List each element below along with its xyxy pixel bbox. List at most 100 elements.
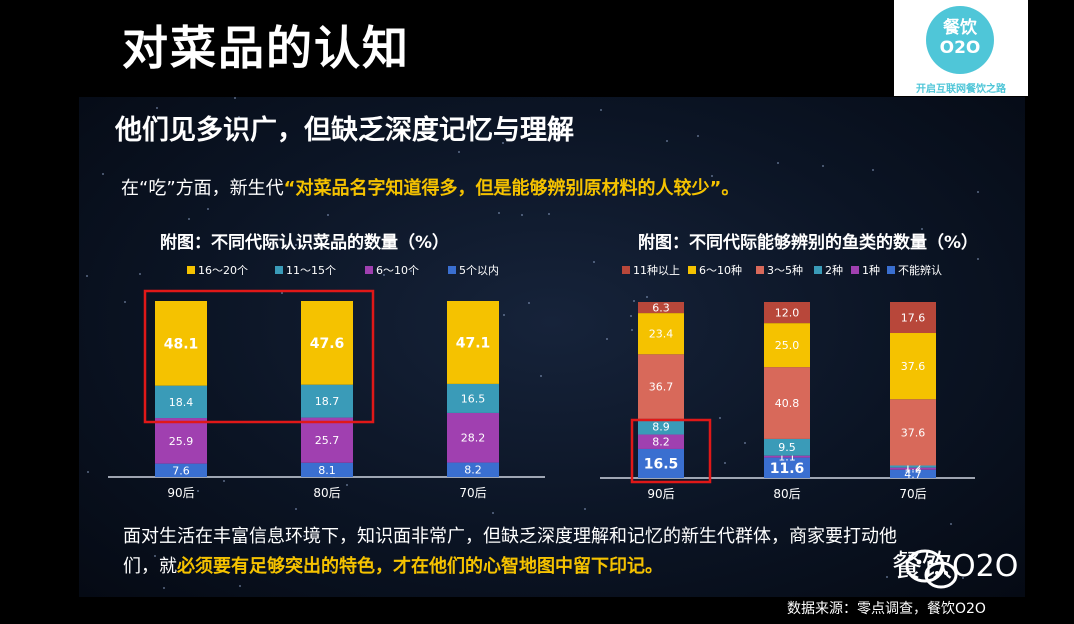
background-star bbox=[239, 584, 242, 587]
wechat-watermark: 餐饮O2O bbox=[892, 549, 1019, 584]
chart2-bar-segment bbox=[638, 434, 684, 449]
background-star bbox=[295, 508, 298, 511]
background-star bbox=[543, 122, 546, 125]
background-star bbox=[123, 301, 126, 304]
chart2-value-label: 8.2 bbox=[652, 436, 670, 449]
background-star bbox=[187, 217, 190, 220]
background-star bbox=[491, 512, 494, 515]
chart2-value-label: 11.6 bbox=[770, 461, 805, 477]
footer-text: 面对生活在丰富信息环境下，知识面非常广，但缺乏深度理解和记忆的新生代群体，商家要… bbox=[123, 522, 953, 582]
background-star bbox=[777, 162, 780, 165]
chart2-bar-segment bbox=[764, 438, 810, 456]
wechat-icon bbox=[905, 549, 958, 589]
background-star bbox=[458, 150, 461, 153]
chart2-legend-label: 3～5种 bbox=[767, 263, 803, 277]
footer-line1: 面对生活在丰富信息环境下，知识面非常广，但缺乏深度理解和记忆的新生代群体，商家要… bbox=[123, 526, 897, 547]
background-star bbox=[723, 461, 726, 464]
background-star bbox=[206, 207, 209, 210]
chart2-value-label: 9.5 bbox=[778, 441, 796, 454]
background-star bbox=[743, 442, 746, 445]
background-star bbox=[696, 134, 699, 137]
chart2-legend-swatch bbox=[756, 266, 764, 274]
footer-highlight: 必须要有足够突出的特色，才在他们的心智地图中留下印记。 bbox=[177, 556, 663, 577]
section-subtitle: 他们见多识广，但缺乏深度记忆与理解 bbox=[115, 115, 574, 146]
background-star bbox=[950, 522, 953, 525]
chart2-highlight-box bbox=[630, 418, 712, 484]
background-star bbox=[629, 315, 632, 318]
chart2-bar-segment bbox=[638, 448, 684, 478]
chart2-legend-swatch bbox=[688, 266, 696, 274]
background-star bbox=[631, 329, 634, 332]
intro-text: 在“吃”方面，新生代“对菜品名字知道得多，但是能够辨别原材料的人较少”。 bbox=[121, 176, 739, 202]
chart2-category-label: 70后 bbox=[899, 487, 926, 501]
brand-logo: 餐饮 O2O 开启互联网餐饮之路 bbox=[894, 0, 1028, 96]
chart2-bar-segment bbox=[764, 302, 810, 324]
chart1-bar-segment bbox=[155, 418, 207, 464]
background-star bbox=[665, 139, 668, 142]
chart1-category-label: 70后 bbox=[459, 486, 486, 500]
background-star bbox=[822, 164, 825, 167]
background-star bbox=[502, 314, 505, 317]
chart2-value-label: 37.6 bbox=[901, 426, 926, 439]
chart1-legend-label: 16～20个 bbox=[198, 264, 248, 277]
background-star bbox=[497, 212, 500, 215]
page-title: 对菜品的认知 bbox=[122, 21, 410, 75]
chart2-bar-segment bbox=[890, 467, 936, 470]
background-star bbox=[633, 300, 636, 303]
chart1-bar-segment bbox=[301, 417, 353, 463]
chart2-bar-segment bbox=[638, 302, 684, 314]
chart1-value-label: 16.5 bbox=[461, 392, 486, 405]
background-star bbox=[139, 273, 142, 276]
chart1-legend-swatch bbox=[448, 266, 456, 274]
chart2-bar-segment bbox=[890, 469, 936, 478]
logo-badge: 餐饮 O2O bbox=[926, 6, 994, 74]
chart1-value-label: 7.6 bbox=[172, 464, 190, 477]
chart2-value-label: 16.5 bbox=[644, 457, 679, 473]
background-star bbox=[961, 577, 964, 580]
chart1-highlight-box bbox=[143, 289, 375, 424]
logo-text-line2: O2O bbox=[939, 38, 981, 58]
chart2-value-label: 25.0 bbox=[775, 339, 800, 352]
background-star bbox=[710, 236, 713, 238]
chart1-category-label: 90后 bbox=[167, 486, 194, 500]
background-star bbox=[885, 576, 888, 579]
chart2-legend-swatch bbox=[622, 266, 630, 274]
chart1-value-label: 47.1 bbox=[456, 335, 491, 351]
chart2-bar-segment bbox=[764, 367, 810, 439]
background-star bbox=[600, 108, 603, 111]
background-star bbox=[539, 374, 542, 377]
chart1-legend-swatch bbox=[365, 266, 373, 274]
chart2-legend-label: 2种 bbox=[825, 263, 843, 277]
chart2-legend-swatch bbox=[814, 266, 822, 274]
background-star bbox=[593, 260, 596, 263]
background-star bbox=[502, 141, 505, 144]
chart1-bar-segment bbox=[301, 301, 353, 385]
chart1-bar-segment bbox=[155, 463, 207, 477]
chart2-value-label: 37.6 bbox=[901, 360, 926, 373]
intro-highlight: “对菜品名字知道得多，但是能够辨别原材料的人较少”。 bbox=[283, 178, 740, 199]
chart2-bar-segment bbox=[764, 323, 810, 368]
chart1-legend-label: 11～15个 bbox=[286, 264, 336, 277]
chart2-bar-segment bbox=[764, 455, 810, 458]
chart1-value-label: 18.4 bbox=[169, 396, 194, 409]
chart2-value-label: 12.0 bbox=[775, 307, 800, 320]
chart2-legend-swatch bbox=[851, 266, 859, 274]
background-star bbox=[153, 555, 156, 558]
background-star bbox=[976, 257, 979, 260]
background-star bbox=[921, 227, 924, 230]
chart2-legend-label: 不能辨认 bbox=[898, 263, 942, 277]
chart1-legend-swatch bbox=[187, 266, 195, 274]
intro-prefix: 在“吃”方面，新生代 bbox=[121, 178, 284, 199]
chart2-bar-segment bbox=[890, 302, 936, 334]
chart1-bar-segment bbox=[301, 384, 353, 418]
background-star bbox=[547, 213, 550, 216]
background-star bbox=[383, 273, 386, 276]
background-star bbox=[86, 471, 89, 474]
chart1-value-label: 47.6 bbox=[310, 336, 345, 352]
background-star bbox=[977, 190, 980, 193]
background-star bbox=[699, 527, 702, 530]
background-star bbox=[710, 175, 713, 178]
chart2-bar-segment bbox=[638, 418, 684, 435]
logo-text-line1: 餐饮 bbox=[943, 18, 977, 38]
chart2-legend-label: 1种 bbox=[862, 263, 880, 277]
